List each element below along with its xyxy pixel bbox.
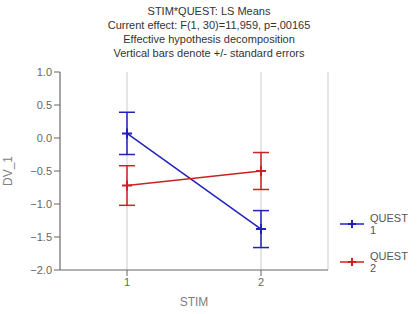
svg-text:DV_1: DV_1 xyxy=(8,156,15,186)
svg-text:1.0: 1.0 xyxy=(37,66,52,78)
html-text:Effective hypothesis decomposi: Effective hypothesis decomposition xyxy=(123,33,295,45)
svg-text:2: 2 xyxy=(258,276,264,288)
svg-text:−0.5: −0.5 xyxy=(30,165,52,177)
html-text:1: 1 xyxy=(370,224,377,236)
html-text:Vertical bars denote +/- stand: Vertical bars denote +/- standard errors xyxy=(113,47,305,59)
svg-text:−1.5: −1.5 xyxy=(30,231,52,243)
html-text:STIM*QUEST: LS Means: STIM*QUEST: LS Means xyxy=(147,5,271,17)
svg-text:−1.0: −1.0 xyxy=(30,198,52,210)
html-text:QUEST: QUEST xyxy=(370,212,408,224)
svg-text:−2.0: −2.0 xyxy=(30,264,52,276)
html-text:Current effect: F(1, 30)=11,95: Current effect: F(1, 30)=11,959, p=,0016… xyxy=(107,19,311,31)
svg-text:STIM: STIM xyxy=(180,295,209,309)
svg-text:0.5: 0.5 xyxy=(37,99,52,111)
html-text:2: 2 xyxy=(370,262,377,274)
svg-text:1: 1 xyxy=(124,276,130,288)
svg-text:0.0: 0.0 xyxy=(37,132,52,144)
html-text:QUEST: QUEST xyxy=(370,250,408,262)
